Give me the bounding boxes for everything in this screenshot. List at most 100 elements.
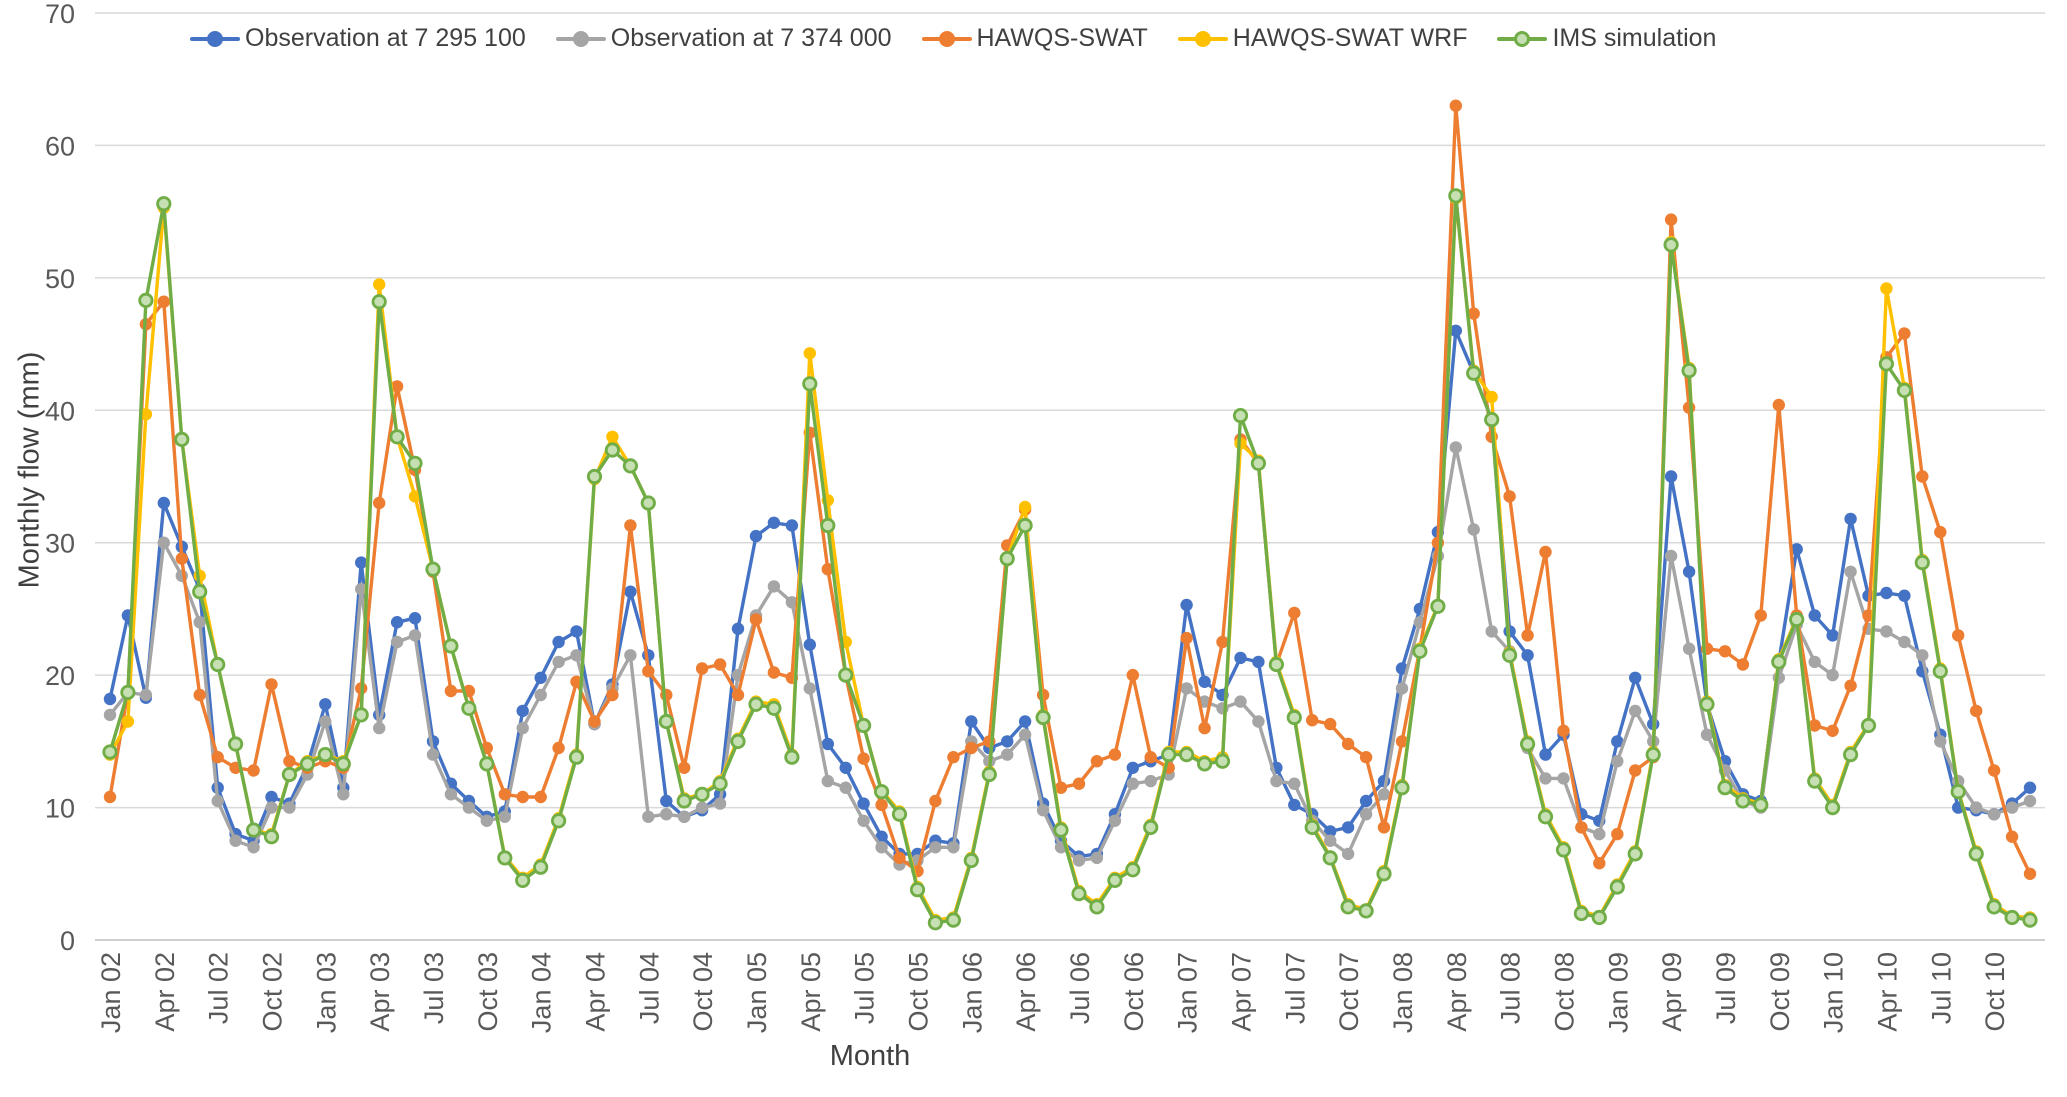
data-point	[229, 834, 242, 847]
data-point	[1629, 764, 1642, 777]
data-point	[1503, 490, 1516, 503]
x-tick-label: Jul 03	[419, 952, 449, 1024]
data-point	[444, 684, 458, 698]
data-point	[1216, 635, 1229, 649]
data-point	[821, 563, 834, 576]
data-point	[999, 550, 1015, 567]
data-point	[1485, 390, 1498, 404]
data-point	[963, 852, 979, 869]
x-tick-label: Jan 02	[96, 952, 126, 1033]
data-point	[1844, 565, 1857, 578]
data-point	[265, 790, 278, 804]
data-point	[1485, 625, 1498, 638]
data-point	[355, 582, 368, 596]
data-point	[965, 741, 978, 755]
data-point	[480, 814, 493, 827]
data-point	[1611, 755, 1624, 768]
data-point	[1664, 470, 1678, 483]
data-point	[1395, 682, 1409, 695]
data-point	[175, 552, 188, 565]
data-point	[390, 616, 404, 629]
data-point	[1467, 523, 1480, 536]
data-point	[247, 841, 260, 854]
data-point	[1681, 362, 1697, 379]
legend-item-ims-simulation: IMS simulation	[1497, 24, 1716, 53]
data-point	[676, 793, 692, 809]
data-point	[1557, 724, 1570, 737]
data-point	[335, 756, 351, 772]
data-point	[1234, 651, 1247, 665]
data-point	[1609, 879, 1625, 895]
data-point	[1916, 649, 1929, 662]
data-point	[570, 625, 583, 638]
data-point	[1377, 788, 1391, 801]
data-point	[1987, 764, 2001, 777]
data-point	[498, 810, 511, 823]
data-point	[389, 429, 405, 445]
data-point	[570, 649, 583, 662]
data-point	[408, 490, 422, 503]
data-point	[1268, 656, 1285, 673]
data-point	[283, 755, 296, 768]
data-point	[139, 688, 153, 702]
data-point	[642, 665, 655, 678]
data-point	[767, 516, 781, 529]
data-point	[929, 794, 942, 808]
x-tick-label: Jan 07	[1173, 952, 1203, 1033]
data-point	[1825, 799, 1841, 816]
data-point	[1502, 647, 1518, 663]
data-point	[1341, 847, 1355, 861]
data-point	[1341, 737, 1355, 751]
data-point	[1521, 649, 1534, 662]
data-point	[534, 790, 547, 804]
data-point	[875, 841, 888, 854]
data-point	[319, 715, 332, 728]
data-point	[1395, 735, 1409, 748]
data-point	[929, 841, 942, 854]
x-tick-label: Oct 07	[1334, 952, 1364, 1032]
x-tick-label: Jan 09	[1603, 952, 1633, 1033]
data-point	[1288, 798, 1301, 812]
data-point	[444, 788, 458, 801]
data-point	[1394, 780, 1410, 796]
data-point	[1286, 709, 1302, 726]
legend-marker-ims-simulation	[1497, 30, 1548, 47]
data-point	[355, 556, 368, 569]
data-point	[2005, 830, 2019, 843]
x-tick-label: Jul 06	[1065, 952, 1095, 1024]
data-point	[426, 748, 440, 761]
data-point	[1771, 654, 1787, 670]
data-point	[1054, 781, 1068, 794]
data-point	[965, 715, 978, 728]
data-point	[1629, 671, 1642, 684]
data-point	[1808, 655, 1821, 669]
data-point	[1144, 751, 1157, 764]
data-point	[2023, 867, 2037, 880]
data-point	[1627, 846, 1643, 862]
data-point	[927, 915, 944, 931]
data-point	[1090, 851, 1104, 865]
data-point	[1232, 407, 1249, 424]
data-point	[1629, 704, 1642, 718]
data-point	[1288, 606, 1301, 620]
data-point	[157, 536, 170, 549]
data-point	[1987, 808, 2001, 821]
data-point	[1412, 643, 1428, 659]
data-point	[857, 797, 870, 810]
data-point	[265, 801, 278, 814]
data-point	[1593, 857, 1606, 870]
data-point	[1575, 821, 1588, 834]
data-point	[1807, 773, 1823, 789]
data-point	[1736, 658, 1750, 671]
data-point	[2023, 794, 2037, 808]
data-point	[658, 713, 674, 730]
data-point	[103, 708, 117, 722]
data-point	[516, 790, 529, 804]
data-point	[1234, 695, 1247, 708]
data-point	[1844, 679, 1857, 692]
data-point	[1880, 586, 1893, 600]
data-point	[1952, 629, 1965, 642]
x-tick-label: Apr 02	[150, 952, 180, 1032]
data-point	[1359, 794, 1373, 808]
data-point	[821, 774, 834, 788]
